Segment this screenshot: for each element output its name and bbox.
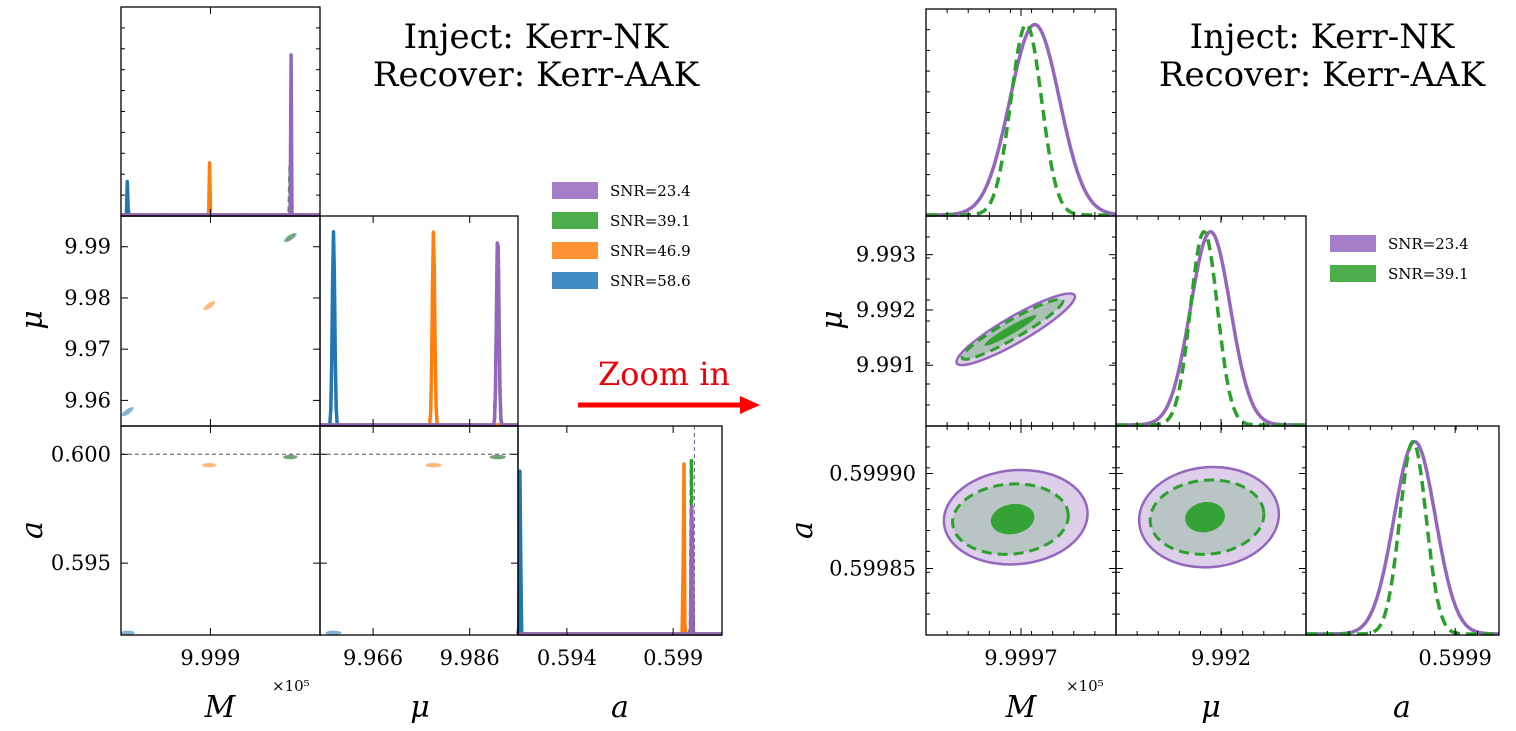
legend-label: SNR=39.1 bbox=[610, 212, 691, 230]
contour-a-vs-mu bbox=[325, 630, 342, 636]
legend-label: SNR=23.4 bbox=[1388, 235, 1469, 253]
left-title-line1: Inject: Kerr-NK bbox=[404, 17, 669, 57]
y-axis-label-mu: μ bbox=[15, 310, 50, 330]
contour-a-vs-M bbox=[120, 630, 135, 636]
marginal-mu-curve bbox=[319, 230, 519, 427]
marginal-M-curve bbox=[925, 22, 1117, 217]
marginal-a-curve bbox=[1305, 439, 1500, 636]
text-layer: 9.999 9.966 9.986 0.594 0.599 9.96 9.97 9.98 9.9… bbox=[15, 182, 1492, 725]
left-title-line2: Recover: Kerr-AAK bbox=[373, 55, 700, 95]
contour-mu-vs-M bbox=[121, 407, 134, 417]
contour-a-vs-mu bbox=[425, 462, 442, 468]
marginal-mu-curve bbox=[319, 241, 519, 427]
y-tick-label: 0.595 bbox=[51, 551, 111, 575]
marginal-a-curve bbox=[517, 505, 723, 636]
x-tick-label: 0.594 bbox=[537, 646, 597, 670]
legend-label: SNR=39.1 bbox=[1388, 265, 1469, 283]
x-tick-label: 0.599 bbox=[643, 646, 703, 670]
sci-multiplier: ×10⁵ bbox=[1066, 677, 1104, 695]
marginal-M-curve bbox=[925, 22, 1117, 217]
x-tick-label: 9.999 bbox=[180, 646, 240, 670]
y-tick-label: 9.992 bbox=[856, 298, 916, 322]
x-tick-label: 0.5999 bbox=[1418, 646, 1491, 670]
legend-swatch bbox=[1330, 265, 1376, 282]
y-tick-label: 0.600 bbox=[51, 442, 111, 466]
marginal-mu-curve bbox=[1115, 230, 1307, 427]
legend-swatch bbox=[552, 272, 598, 289]
contour-a-vs-M bbox=[202, 462, 217, 468]
panel-mu-vs-M bbox=[120, 215, 321, 427]
legend-label: SNR=46.9 bbox=[610, 242, 691, 260]
x-tick-label: 9.9997 bbox=[984, 646, 1057, 670]
contour-a-vs-M bbox=[282, 454, 297, 460]
zoom-in-label: Zoom in bbox=[598, 355, 730, 393]
contour-mu-vs-M bbox=[283, 233, 296, 243]
curve-layer bbox=[120, 22, 1500, 636]
panel-mu-marginal bbox=[319, 215, 519, 427]
x-axis-label-M: M bbox=[1005, 690, 1038, 725]
contour-a-vs-mu bbox=[489, 454, 506, 460]
y-axis-label-a: a bbox=[15, 521, 50, 539]
x-axis-label-a: a bbox=[611, 690, 629, 725]
x-tick-label: 9.986 bbox=[440, 646, 500, 670]
x-axis-label-mu: μ bbox=[410, 690, 430, 725]
y-axis-label-a: a bbox=[785, 521, 820, 539]
zoom-arrow bbox=[578, 396, 760, 414]
panel-M-marginal bbox=[925, 8, 1117, 217]
y-tick-label: 9.991 bbox=[856, 353, 916, 377]
frame-layer bbox=[120, 6, 1500, 636]
marginal-M-curve bbox=[120, 53, 321, 217]
marginal-mu-curve bbox=[319, 241, 519, 427]
panel-a-marginal bbox=[1305, 425, 1500, 636]
right-title-line1: Inject: Kerr-NK bbox=[1190, 17, 1455, 57]
marginal-mu-curve bbox=[1115, 230, 1307, 427]
panel-a-vs-mu bbox=[319, 425, 519, 636]
legend-swatch bbox=[1330, 235, 1376, 252]
sci-multiplier: ×10⁵ bbox=[272, 677, 310, 695]
x-axis-label-a: a bbox=[1393, 690, 1411, 725]
contour-mu-vs-M bbox=[203, 301, 216, 311]
legend-swatch bbox=[552, 182, 598, 199]
y-tick-label: 9.97 bbox=[64, 337, 111, 361]
y-tick-label: 9.993 bbox=[856, 243, 916, 267]
marginal-mu-curve bbox=[319, 230, 519, 427]
x-tick-label: 9.992 bbox=[1191, 646, 1251, 670]
y-tick-label: 9.98 bbox=[64, 286, 111, 310]
legend-label: SNR=23.4 bbox=[610, 182, 691, 200]
marginal-a-curve bbox=[1305, 439, 1500, 636]
legend-swatch bbox=[552, 242, 598, 259]
panel-a-marginal bbox=[517, 425, 723, 636]
right-title-line2: Recover: Kerr-AAK bbox=[1159, 55, 1486, 95]
y-tick-label: 9.96 bbox=[64, 388, 111, 412]
contour-mu-vs-M-green-inner bbox=[984, 314, 1037, 346]
legend-label: SNR=58.6 bbox=[610, 272, 691, 290]
contour-layer bbox=[120, 182, 1376, 636]
y-axis-label-mu: μ bbox=[815, 310, 850, 330]
contour-a-vs-M-green-inner bbox=[990, 503, 1035, 535]
y-tick-label: 0.59990 bbox=[829, 462, 916, 486]
legend-swatch bbox=[552, 212, 598, 229]
contour-a-vs-mu-green-inner bbox=[1185, 502, 1225, 533]
x-axis-label-mu: μ bbox=[1201, 690, 1221, 725]
y-tick-label: 9.99 bbox=[64, 235, 111, 259]
x-tick-label: 9.966 bbox=[343, 646, 403, 670]
y-tick-label: 0.59985 bbox=[829, 557, 916, 581]
x-axis-label-M: M bbox=[204, 690, 237, 725]
